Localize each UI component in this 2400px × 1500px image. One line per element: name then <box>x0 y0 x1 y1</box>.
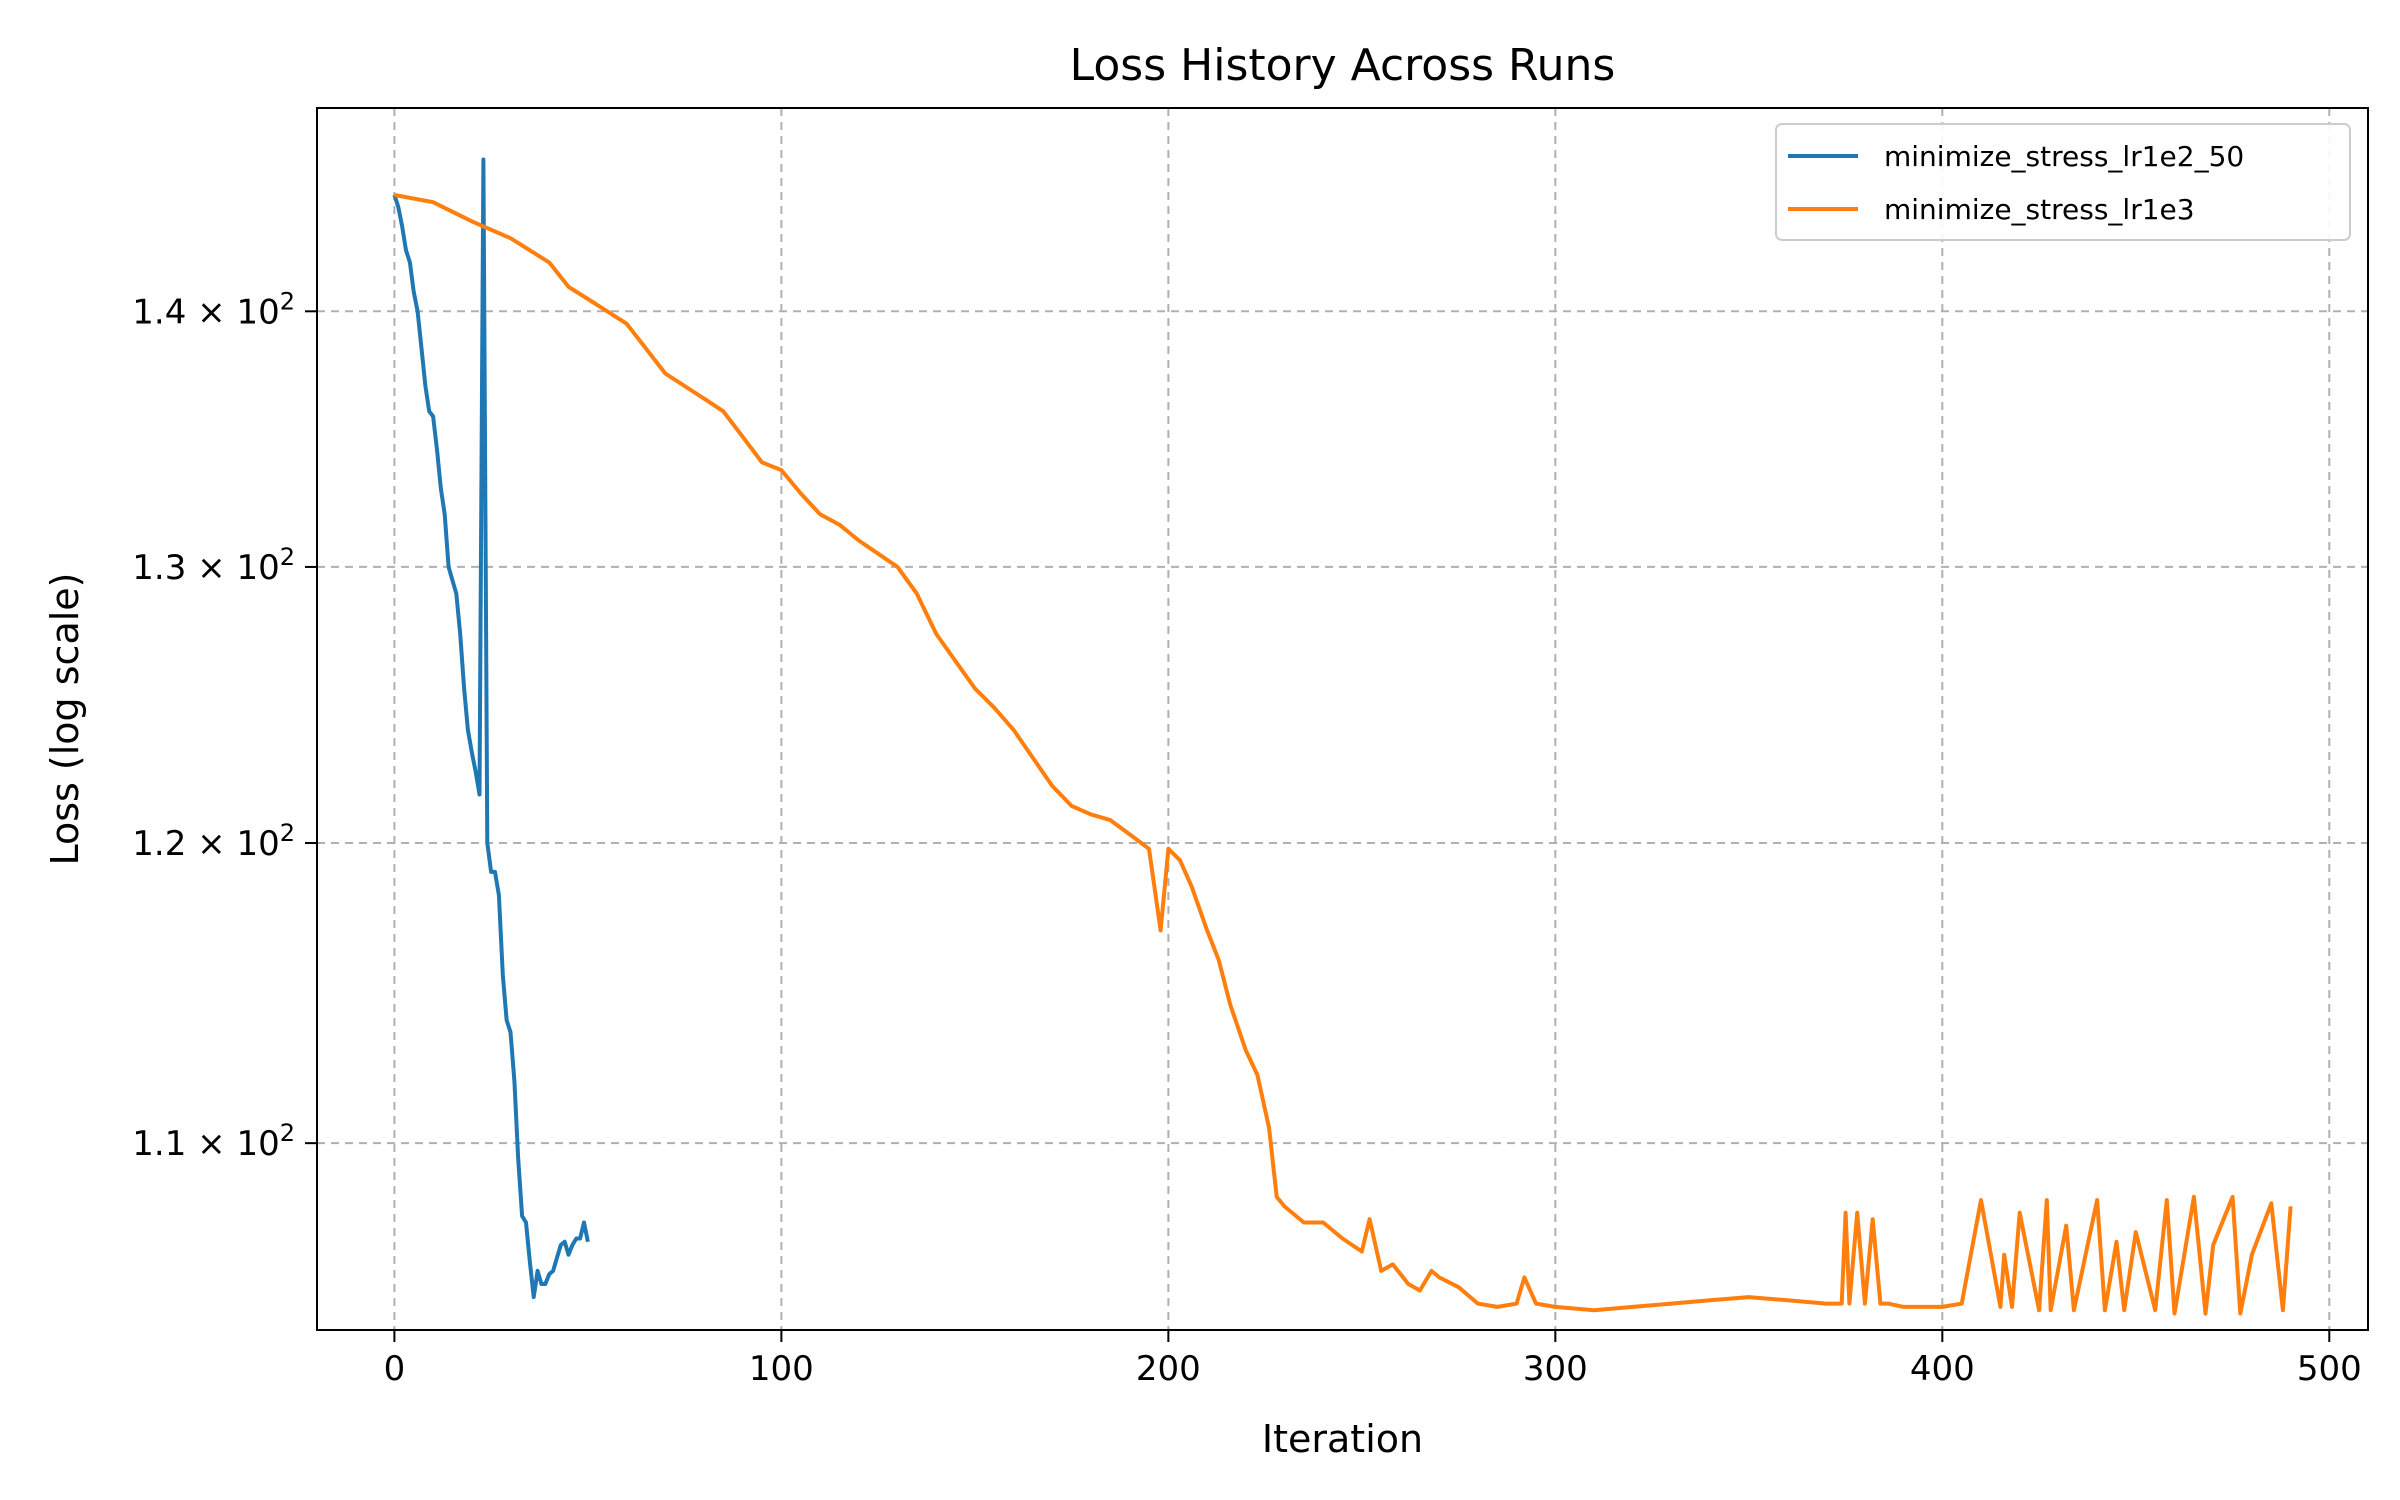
x-axis-title: Iteration <box>1262 1417 1423 1461</box>
x-tick-label: 500 <box>2297 1349 2362 1389</box>
series-line-1 <box>392 157 590 1300</box>
y-tick-label: 1.3 × 102 <box>132 543 295 588</box>
y-tick-label: 1.4 × 102 <box>132 287 295 332</box>
plot-area-frame <box>316 107 2369 1331</box>
y-axis-title: Loss (log scale) <box>43 573 87 866</box>
legend: minimize_stress_lr1e2_50 minimize_stress_… <box>1775 123 2351 241</box>
x-tick-label: 0 <box>384 1349 406 1389</box>
x-tick-label: 200 <box>1136 1349 1201 1389</box>
y-tick-label: 1.1 × 102 <box>132 1119 295 1164</box>
x-tick-label: 100 <box>749 1349 814 1389</box>
legend-label: minimize_stress_lr1e2_50 <box>1884 140 2244 173</box>
y-tick-label: 1.2 × 102 <box>132 819 295 864</box>
x-tick-label: 300 <box>1523 1349 1588 1389</box>
legend-box <box>1775 123 2351 241</box>
series-lines <box>392 157 2293 1316</box>
grid-lines <box>317 108 2368 1330</box>
legend-label: minimize_stress_lr1e3 <box>1884 193 2195 226</box>
x-tick-label: 400 <box>1910 1349 1975 1389</box>
axis-ticks: 0 100 200 300 400 500 1.1 × 102 1.2 × 102 1.3 × … <box>132 287 2361 1389</box>
series-line-2 <box>394 193 2293 1316</box>
chart-title: Loss History Across Runs <box>1070 40 1616 91</box>
